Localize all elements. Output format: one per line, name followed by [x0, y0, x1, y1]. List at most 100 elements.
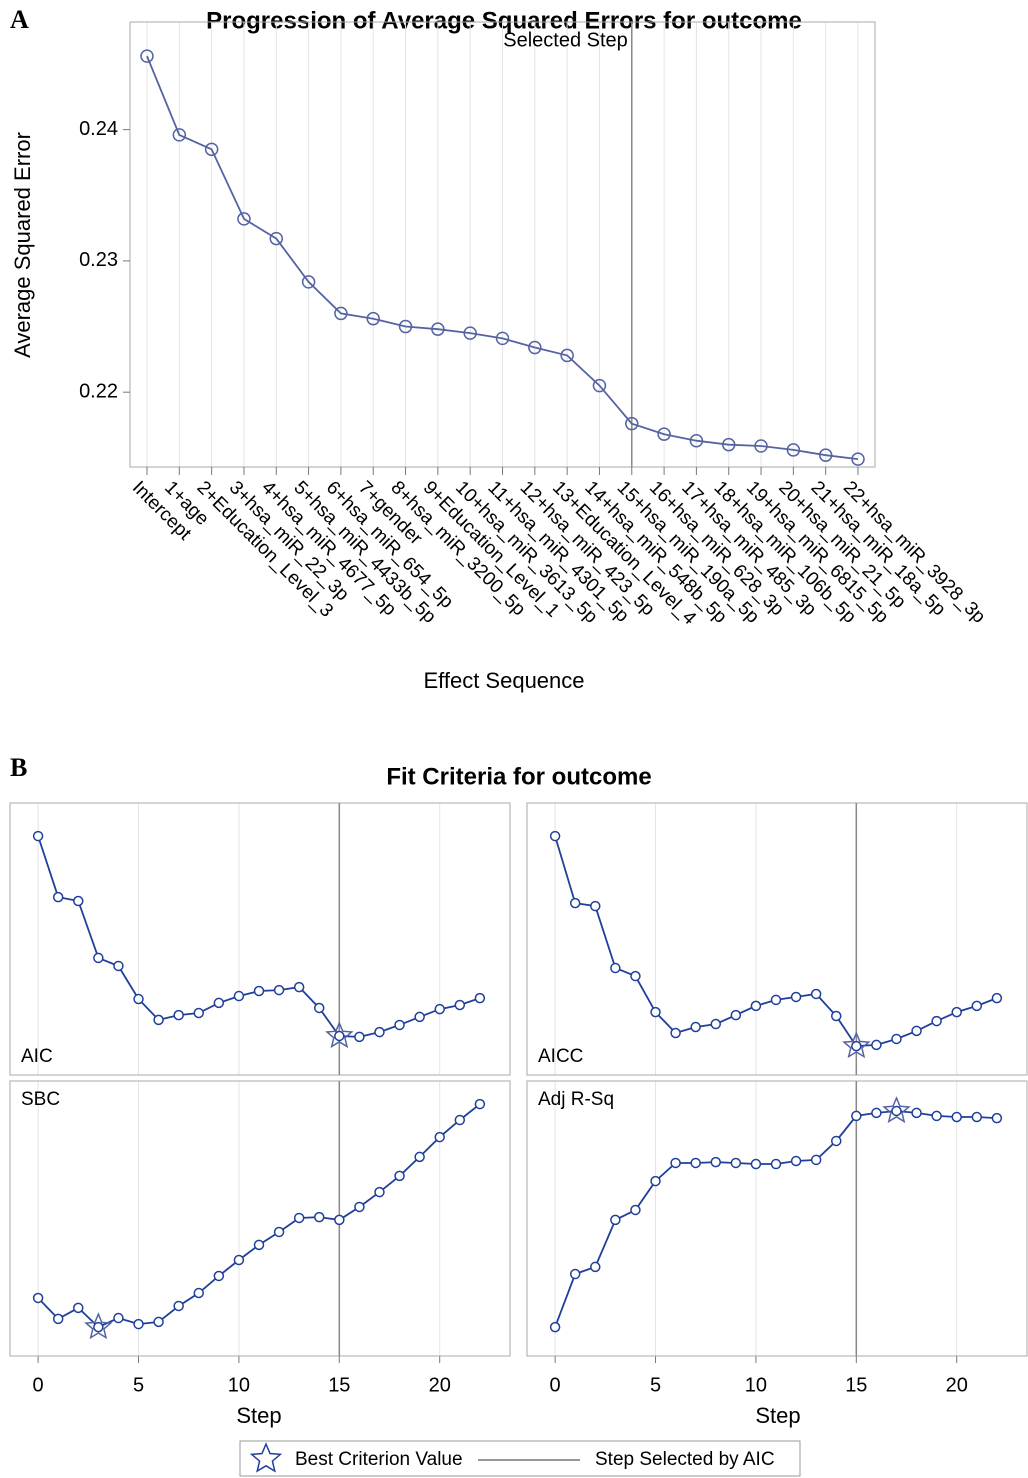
- data-point: [153, 1014, 164, 1026]
- data-point: [273, 1226, 285, 1238]
- data-point: [172, 128, 187, 142]
- x-tick-label: 5: [133, 1374, 144, 1396]
- data-point: [590, 900, 601, 912]
- data-point: [931, 1110, 942, 1122]
- data-point: [911, 1107, 922, 1119]
- data-point: [851, 452, 865, 466]
- panel-name: Adj R-Sq: [538, 1089, 614, 1110]
- data-point: [830, 1135, 842, 1147]
- data-point: [891, 1105, 902, 1117]
- data-point: [366, 311, 380, 326]
- data-point: [431, 322, 445, 336]
- data-point: [253, 1239, 265, 1251]
- data-point: [690, 1021, 701, 1033]
- data-point: [657, 427, 671, 441]
- data-point: [93, 952, 104, 964]
- data-point: [474, 992, 486, 1004]
- data-point: [670, 1027, 681, 1039]
- data-point: [269, 231, 284, 246]
- chart-title: Fit Criteria for outcome: [386, 763, 651, 790]
- panel-frame: [526, 1080, 1028, 1357]
- data-point: [592, 378, 607, 393]
- data-point: [463, 326, 477, 340]
- data-point: [971, 1111, 983, 1123]
- data-point: [32, 1292, 44, 1304]
- data-point: [454, 999, 466, 1011]
- data-point: [569, 897, 581, 909]
- data-point: [173, 1009, 184, 1021]
- data-point: [991, 1112, 1003, 1124]
- data-point: [374, 1186, 385, 1198]
- legend-label: Best Criterion Value: [295, 1449, 463, 1470]
- best-star: [84, 1312, 113, 1340]
- data-point: [301, 275, 316, 289]
- data-point: [52, 891, 64, 903]
- data-point: [334, 306, 348, 321]
- best-star: [842, 1031, 871, 1059]
- data-point: [549, 1321, 561, 1333]
- data-point: [93, 1321, 104, 1333]
- panel-frame: [9, 1080, 511, 1357]
- data-point: [650, 1175, 661, 1187]
- data-point: [721, 437, 736, 452]
- data-point: [911, 1025, 922, 1037]
- x-tick-label: 5: [650, 1374, 661, 1396]
- data-point: [73, 895, 84, 907]
- data-line: [37, 1103, 481, 1329]
- data-point: [140, 49, 154, 63]
- data-point: [233, 1254, 245, 1266]
- data-point: [394, 1170, 405, 1182]
- x-tick-label: 15: [328, 1374, 350, 1396]
- data-point: [625, 416, 639, 431]
- data-point: [730, 1157, 742, 1169]
- data-point: [52, 1313, 64, 1325]
- data-point: [630, 970, 641, 982]
- data-point: [334, 1214, 345, 1226]
- data-point: [133, 993, 144, 1005]
- x-tick-label: 10: [228, 1374, 250, 1396]
- data-point: [891, 1033, 902, 1045]
- y-tick-label: 0.22: [79, 380, 118, 402]
- data-point: [528, 340, 542, 355]
- data-point: [374, 1026, 385, 1038]
- data-point: [434, 1131, 445, 1143]
- data-point: [770, 994, 782, 1006]
- data-point: [313, 1211, 325, 1223]
- data-point: [204, 142, 219, 157]
- data-point: [560, 348, 574, 363]
- data-point: [689, 433, 704, 448]
- data-point: [650, 1006, 661, 1018]
- data-point: [32, 830, 44, 842]
- data-point: [971, 1000, 983, 1012]
- data-point: [951, 1111, 962, 1123]
- data-point: [710, 1018, 722, 1030]
- selected-step-label: Selected Step: [503, 29, 628, 51]
- panel-name: AIC: [21, 1046, 53, 1067]
- data-point: [710, 1156, 722, 1168]
- x-axis-label: Step: [236, 1403, 281, 1428]
- panel-label: A: [10, 5, 29, 34]
- data-point: [113, 960, 124, 972]
- data-point: [495, 331, 510, 346]
- panel-name: AICC: [538, 1046, 583, 1067]
- y-tick-label: 0.24: [79, 118, 118, 140]
- data-point: [590, 1261, 601, 1273]
- data-point: [213, 997, 225, 1009]
- data-point: [293, 1212, 305, 1224]
- best-star: [882, 1096, 911, 1124]
- data-point: [871, 1039, 882, 1051]
- data-point: [830, 1010, 842, 1022]
- data-point: [871, 1107, 882, 1119]
- panel-frame: [526, 802, 1028, 1076]
- chart-title: Progression of Average Squared Errors fo…: [206, 7, 802, 34]
- data-point: [293, 981, 305, 993]
- y-tick-label: 0.23: [79, 249, 118, 271]
- data-point: [851, 1040, 862, 1052]
- data-point: [354, 1031, 365, 1043]
- x-tick-label: 10: [745, 1374, 767, 1396]
- data-point: [73, 1302, 84, 1314]
- data-point: [670, 1157, 681, 1169]
- data-point: [398, 319, 413, 334]
